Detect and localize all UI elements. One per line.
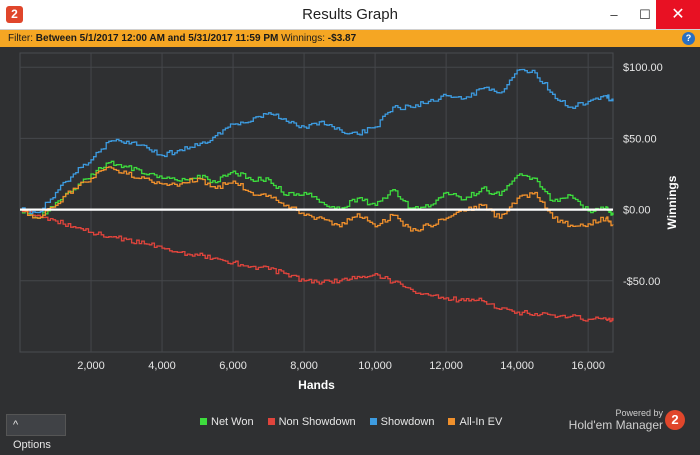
y-tick-label: -$50.00 — [623, 276, 660, 288]
legend-item[interactable]: All-In EV — [448, 416, 502, 428]
x-tick-label: 14,000 — [500, 360, 534, 372]
options-arrow-icon: ^ — [13, 419, 19, 431]
legend-label: Non Showdown — [278, 416, 356, 428]
series-line-showdown — [20, 68, 614, 215]
app-logo-icon: 2 — [6, 6, 23, 23]
legend-label: Showdown — [380, 416, 435, 428]
series-line-non-showdown — [20, 208, 614, 323]
legend-swatch — [267, 418, 275, 425]
title-bar: 2 Results Graph – ☐ ✕ — [0, 0, 700, 30]
filter-date-range: Between 5/1/2017 12:00 AM and 5/31/2017 … — [35, 33, 279, 44]
help-icon[interactable]: ? — [682, 32, 695, 45]
legend-swatch — [448, 418, 456, 425]
legend-item[interactable]: Non Showdown — [267, 416, 356, 428]
filter-winnings-label: Winnings: — [281, 33, 326, 44]
x-tick-label: 10,000 — [358, 360, 392, 372]
chart-grid — [19, 52, 614, 353]
legend-swatch — [200, 418, 207, 425]
close-button[interactable]: ✕ — [656, 0, 700, 29]
options-label: Options — [13, 439, 51, 451]
legend-item[interactable]: Showdown — [369, 416, 435, 428]
legend-swatch — [369, 418, 377, 425]
x-axis-title: Hands — [298, 378, 335, 392]
brand-logo-icon: 2 — [665, 410, 685, 430]
x-tick-label: 16,000 — [571, 360, 605, 372]
chart-ticks: 2,000 4,000 6,000 8,000 10,000 12,000 14,000 16… — [77, 62, 663, 372]
window-title: Results Graph — [302, 6, 398, 23]
maximize-button[interactable]: ☐ — [639, 7, 651, 22]
results-chart: 2,000 4,000 6,000 8,000 10,000 12,000 14,000 16… — [19, 52, 679, 392]
product-name: Hold'em Manager — [568, 418, 663, 432]
minimize-button[interactable]: – — [610, 7, 618, 22]
y-tick-label: $100.00 — [623, 62, 663, 74]
y-tick-label: $0.00 — [623, 205, 651, 217]
series-line-all-in-ev — [20, 166, 614, 232]
filter-winnings-value: -$3.87 — [327, 33, 357, 44]
filter-bar[interactable]: Filter: Between 5/1/2017 12:00 AM and 5/… — [0, 30, 700, 47]
x-tick-label: 2,000 — [77, 360, 105, 372]
y-axis-title: Winnings — [665, 175, 679, 229]
powered-by-text: Powered by — [615, 408, 663, 418]
options-button[interactable]: ^ Options — [6, 414, 66, 451]
x-tick-label: 8,000 — [290, 360, 318, 372]
plot-area — [19, 52, 614, 353]
series-line-net-won — [20, 160, 614, 219]
branding: Powered by Hold'em Manager — [568, 408, 663, 432]
legend-label: All-In EV — [459, 416, 503, 428]
legend-label: Net Won — [211, 416, 254, 428]
x-tick-label: 4,000 — [148, 360, 176, 372]
legend-item[interactable]: Net Won — [200, 416, 254, 428]
filter-prefix: Filter: — [8, 33, 33, 44]
chart-series — [20, 68, 614, 323]
x-tick-label: 12,000 — [429, 360, 463, 372]
filter-text: Filter: Between 5/1/2017 12:00 AM and 5/… — [8, 30, 356, 47]
chart-legend: Net Won Non Showdown Showdown All-In EV — [200, 416, 516, 428]
x-tick-label: 6,000 — [219, 360, 247, 372]
y-tick-label: $50.00 — [623, 133, 657, 145]
